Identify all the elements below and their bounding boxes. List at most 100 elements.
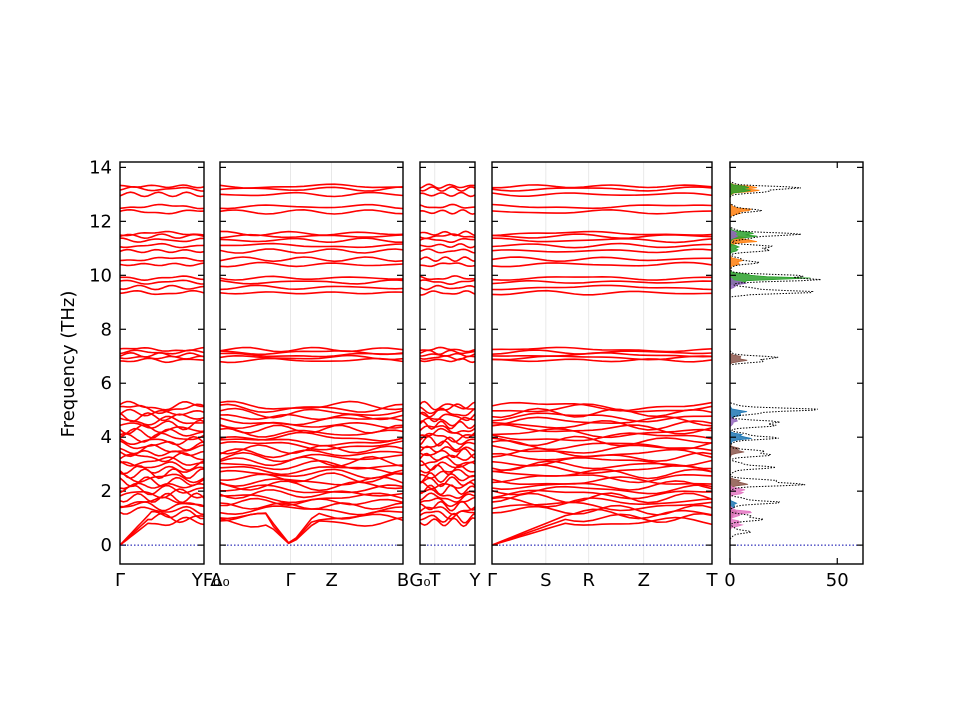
band-line — [419, 468, 476, 479]
band-line — [491, 435, 713, 447]
band-line — [491, 186, 713, 192]
band-line — [219, 413, 404, 421]
panel-frame — [419, 161, 476, 565]
band-line — [119, 403, 205, 415]
band-line — [219, 346, 404, 353]
band-line — [491, 346, 713, 353]
band-line — [491, 256, 712, 262]
band-line — [491, 407, 713, 419]
y-tick-label: 12 — [89, 211, 112, 232]
x-tick-label: Γ — [487, 570, 497, 591]
band-line — [491, 474, 713, 484]
band-line — [491, 276, 712, 281]
band-line — [119, 279, 205, 285]
band-line — [119, 412, 205, 423]
dos-x-tick-label: 0 — [724, 570, 735, 591]
band-line — [219, 484, 404, 494]
x-tick-label: Y — [469, 570, 482, 591]
panel-frame — [219, 161, 404, 565]
band-line — [119, 468, 205, 480]
y-axis-label: Frequency (THz) — [58, 291, 79, 438]
band-line — [219, 279, 404, 285]
band-line — [119, 435, 205, 446]
band-line — [119, 242, 205, 249]
band-line — [419, 346, 476, 353]
band-line — [419, 440, 476, 451]
band-line — [420, 352, 476, 358]
band-line — [492, 184, 713, 189]
band-line — [219, 455, 404, 468]
band-line — [119, 424, 205, 435]
band-line — [119, 355, 205, 360]
band-line — [419, 506, 476, 516]
band-line — [119, 505, 205, 516]
band-line — [419, 203, 476, 209]
band-line — [491, 230, 713, 237]
band-line — [219, 451, 404, 463]
band-line — [419, 262, 476, 268]
band-line — [491, 248, 713, 254]
band-line — [119, 472, 205, 484]
band-line — [491, 512, 713, 546]
band-line — [491, 209, 713, 215]
y-tick-label: 8 — [101, 319, 112, 340]
band-line — [419, 230, 476, 237]
band-line — [119, 256, 205, 262]
band-line — [119, 419, 205, 431]
band-line — [491, 284, 713, 291]
x-tick-label: Z — [325, 570, 337, 591]
dos-x-tick-label: 50 — [826, 570, 849, 591]
band-line — [119, 449, 205, 458]
band-line — [419, 275, 476, 281]
x-tick-label: YF₀ — [191, 570, 221, 591]
band-line — [491, 279, 713, 285]
band-line — [419, 459, 476, 471]
y-axis-ticks: 0 2 4 6 8 10 12 14 — [89, 157, 126, 556]
band-line — [119, 456, 205, 467]
band-line — [219, 505, 404, 516]
band-line — [219, 468, 404, 480]
band-line — [419, 243, 476, 249]
band-line — [119, 209, 205, 215]
band-line — [491, 468, 713, 480]
band-line — [491, 508, 713, 546]
band-line — [419, 500, 476, 512]
band-line — [119, 509, 205, 546]
band-line — [491, 289, 713, 296]
band-line — [419, 183, 476, 189]
x-tick-label: Γ — [285, 570, 295, 591]
band-line — [219, 407, 404, 419]
band-line — [119, 230, 205, 237]
band-line — [219, 237, 403, 243]
band-line — [491, 237, 713, 244]
panel-frame — [491, 161, 713, 565]
band-line — [119, 237, 204, 243]
y-tick-label: 4 — [101, 427, 112, 448]
band-line — [419, 488, 476, 499]
band-line — [119, 432, 205, 443]
y-axis-label-group: Frequency (THz) — [58, 291, 79, 438]
band-line — [219, 516, 404, 545]
x-tick-label: Δ₀ — [210, 570, 230, 591]
x-tick-label: G₀ — [409, 570, 430, 591]
y-tick-label: 2 — [101, 481, 112, 502]
band-line — [419, 432, 476, 443]
band-line — [419, 233, 476, 240]
band-line — [419, 248, 476, 254]
band-line — [419, 420, 476, 430]
band-line — [219, 284, 404, 291]
band-line — [119, 488, 205, 499]
band-line — [219, 436, 404, 447]
band-line — [419, 447, 476, 459]
band-line — [419, 492, 476, 503]
band-line — [491, 349, 713, 355]
band-line — [219, 350, 404, 356]
band-line — [119, 248, 205, 254]
band-line — [491, 484, 713, 496]
band-line — [419, 237, 475, 243]
band-line — [419, 427, 476, 439]
band-line — [119, 440, 205, 451]
